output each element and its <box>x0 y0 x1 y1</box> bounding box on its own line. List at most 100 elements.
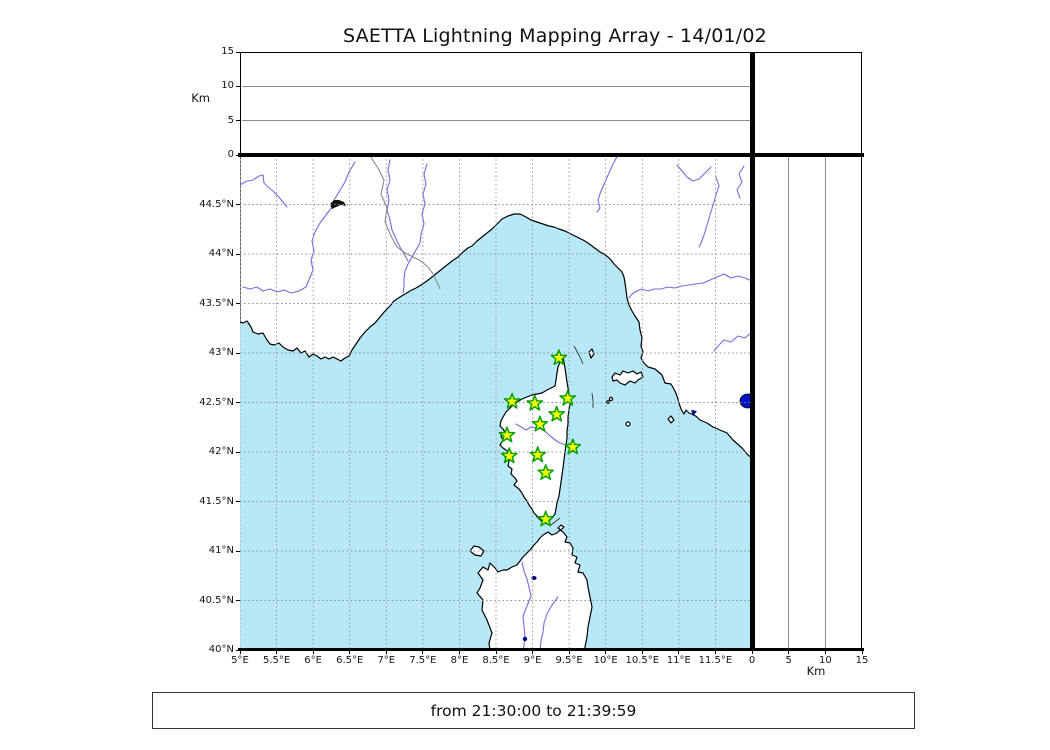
lon-tick-label: 8°E <box>450 655 469 666</box>
river-trebbia <box>676 164 712 182</box>
lakes <box>330 200 752 642</box>
montecristo-island <box>625 421 631 427</box>
lon-tick-label: 6.5°E <box>336 655 364 666</box>
river-durance-lower <box>242 206 333 294</box>
figure-title: SAETTA Lightning Mapping Array - 14/01/0… <box>343 25 767 47</box>
lat-tick <box>236 303 240 304</box>
river-arno <box>628 273 752 299</box>
right-axis-label: Km <box>806 664 826 678</box>
lon-tick <box>349 650 351 654</box>
station-star-marker <box>500 447 518 464</box>
lon-tick <box>714 650 716 654</box>
station-star-marker <box>564 438 582 455</box>
station-star-marker <box>526 394 544 411</box>
lat-tick <box>236 550 240 552</box>
lat-tick <box>236 253 240 255</box>
lat-tick <box>236 402 240 403</box>
fragment-ne-cap-corse <box>573 345 584 365</box>
capraia-island <box>588 348 595 359</box>
river-sardinia-east <box>539 596 559 650</box>
altitude-axis-label: Km <box>191 91 210 105</box>
lon-tick-label: 5.5°E <box>262 655 291 666</box>
lon-tick <box>568 650 570 654</box>
lon-tick-label: 6°E <box>304 655 322 666</box>
lon-tick <box>678 650 680 654</box>
time-range-label: from 21:30:00 to 21:39:59 <box>430 701 637 720</box>
map-gridlines <box>240 155 752 650</box>
lon-tick-label: 7.5°E <box>409 655 437 666</box>
lon-tick <box>532 650 534 654</box>
right-km-tick <box>861 650 863 654</box>
lon-tick <box>385 650 387 654</box>
lon-tick <box>495 650 497 654</box>
alt-gridline <box>241 85 751 87</box>
mainland-france-italy <box>240 155 752 459</box>
lat-tick-label: 42.5°N <box>199 396 234 408</box>
lake-bolsena-dot <box>739 393 752 409</box>
station-star-marker <box>498 426 516 443</box>
lat-tick <box>236 649 240 651</box>
lat-tick-label: 40.5°N <box>199 594 234 606</box>
lon-tick-label: 10°E <box>593 655 618 666</box>
alt-tick <box>236 120 240 122</box>
lat-tick-label: 41.5°N <box>199 495 234 507</box>
asinara-island <box>469 545 485 557</box>
river-top-right <box>736 165 745 199</box>
fragment-bonifacio-east <box>550 517 561 526</box>
lat-tick-label: 41°N <box>208 545 234 556</box>
giglio-island <box>667 415 675 424</box>
river-upper-left <box>240 174 288 208</box>
vertical-divider <box>750 52 755 650</box>
landmasses <box>240 155 752 650</box>
altitude-latitude-panel <box>752 155 862 650</box>
lon-tick <box>239 650 241 654</box>
right-km-tick <box>824 650 826 654</box>
lon-tick-label: 11°E <box>666 655 691 666</box>
lat-tick <box>236 600 240 601</box>
lat-tick-label: 40°N <box>208 644 234 655</box>
right-gridline <box>824 156 826 649</box>
corsica-island <box>499 357 571 524</box>
horizontal-divider <box>238 152 864 157</box>
lon-tick-label: 5°E <box>231 655 249 666</box>
lon-tick <box>641 650 643 654</box>
river-po-tributary <box>596 155 619 213</box>
river-golo <box>515 423 572 448</box>
station-star-marker <box>531 415 549 432</box>
time-range-box: from 21:30:00 to 21:39:59 <box>152 692 915 729</box>
alt-tick <box>236 51 240 53</box>
lon-tick-label: 10.5°E <box>625 655 660 666</box>
lon-tick <box>605 650 607 654</box>
alt-tick <box>236 154 240 156</box>
altitude-time-panel <box>240 52 752 155</box>
lon-tick <box>422 650 424 654</box>
river-taro <box>698 176 720 248</box>
sardinia-island <box>476 529 593 650</box>
lat-tick-label: 42°N <box>208 446 234 457</box>
station-star-marker <box>550 349 568 366</box>
alt-tick-label: 0 <box>227 149 234 160</box>
france-italy-border <box>369 155 441 290</box>
station-star-marker <box>537 510 555 527</box>
lon-tick-label: 8.5°E <box>482 655 510 666</box>
lon-tick <box>276 650 278 654</box>
alt-tick-label: 10 <box>221 80 234 92</box>
lat-tick <box>236 451 240 453</box>
right-km-tick-label: 5 <box>785 655 792 666</box>
alt-gridline <box>241 120 751 122</box>
alt-tick-label: 15 <box>221 46 234 57</box>
station-star-marker <box>559 389 577 406</box>
lat-tick <box>236 204 240 205</box>
lat-tick <box>236 501 240 502</box>
lon-tick-label: 7°E <box>377 655 396 666</box>
lon-tick-label: 9°E <box>523 655 542 666</box>
gorgona-islet <box>606 400 610 404</box>
alt-tick <box>236 85 240 87</box>
right-km-tick-label: 15 <box>855 655 869 666</box>
lake-coghinas <box>531 576 537 580</box>
lon-tick-label: 9.5°E <box>555 655 583 666</box>
bottom-axis-line <box>238 647 864 651</box>
maddalena-islet <box>557 524 565 531</box>
right-gridline <box>788 156 790 649</box>
pianosa-island <box>608 396 614 402</box>
